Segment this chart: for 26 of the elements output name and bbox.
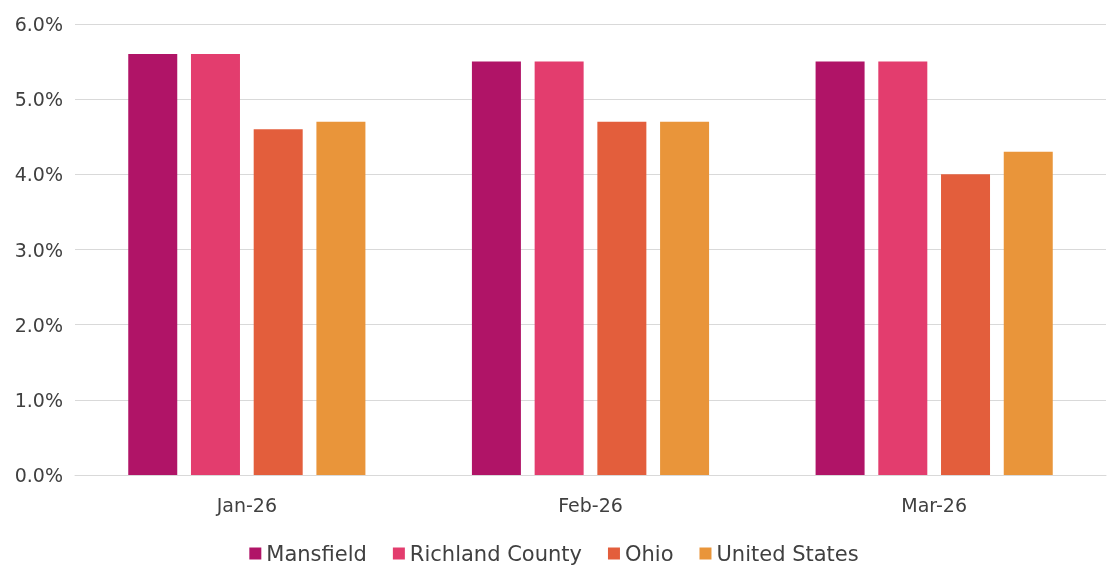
y-tick-label: 1.0% [14, 388, 63, 411]
bar [815, 61, 865, 475]
x-tick-label: Feb-26 [558, 493, 623, 516]
y-tick-label: 6.0% [14, 13, 63, 35]
bar [878, 61, 928, 475]
x-tick-label: Mar-26 [901, 493, 967, 516]
y-tick-label: 2.0% [14, 313, 63, 336]
bar [128, 54, 178, 475]
bar [253, 129, 303, 475]
legend-label: Richland County [409, 541, 582, 566]
x-tick-label: Jan-26 [215, 493, 277, 516]
y-tick-label: 4.0% [14, 163, 63, 186]
legend-label: Ohio [624, 541, 674, 566]
bar [597, 121, 647, 475]
bar [471, 61, 521, 475]
legend-label: Mansfield [266, 541, 367, 566]
y-tick-label: 0.0% [14, 464, 63, 486]
bar [534, 61, 584, 475]
y-tick-label: 3.0% [14, 238, 63, 261]
bar [941, 174, 991, 475]
bar [1003, 151, 1053, 475]
bar [316, 121, 366, 475]
y-tick-label: 5.0% [14, 88, 63, 111]
bar [190, 54, 240, 475]
bar [660, 121, 710, 475]
legend-label: United States [716, 541, 859, 566]
